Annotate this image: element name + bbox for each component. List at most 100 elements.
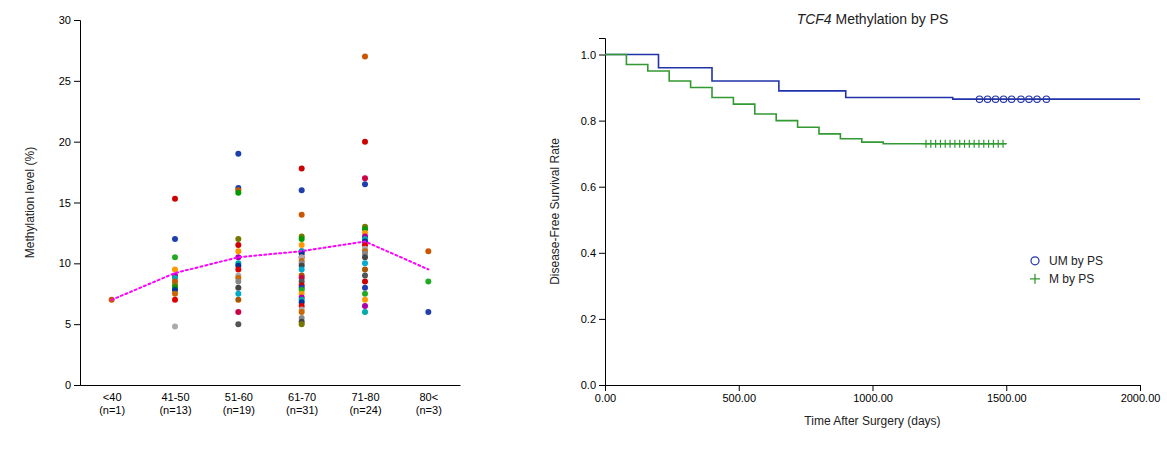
tick-label: 0.0 (581, 379, 596, 391)
tick: 1000.00 (853, 385, 893, 404)
point (299, 187, 305, 193)
y-axis: 0.0 0.2 0.4 0.6 0.8 1.0 (581, 39, 606, 392)
tick: 41-50(n=13) (159, 391, 191, 416)
point (235, 190, 241, 196)
legend: UM by PSM by PS (1030, 254, 1103, 286)
point (362, 54, 368, 60)
point (235, 236, 241, 242)
tick-mark (599, 385, 605, 386)
tick-label: 500.00 (722, 392, 756, 404)
point (299, 242, 305, 248)
point (1008, 96, 1014, 102)
point (235, 266, 241, 272)
tick: 1.0 (581, 49, 605, 61)
axis-domain (599, 39, 606, 386)
point (235, 248, 241, 254)
tick: 0 (65, 379, 80, 391)
tick: 5 (65, 318, 80, 330)
tick-label: 61-70(n=31) (286, 391, 318, 416)
point (362, 260, 368, 266)
tick-label: 5 (65, 318, 71, 330)
point (1034, 96, 1040, 102)
point (235, 279, 241, 285)
tick-label: 80<(n=3) (416, 391, 442, 416)
axis-domain (606, 386, 1141, 392)
tick-mark (1140, 385, 1141, 391)
tick: 10 (59, 257, 80, 269)
point (362, 175, 368, 181)
point (999, 140, 1007, 148)
point (425, 248, 431, 254)
point (1000, 96, 1006, 102)
point (299, 309, 305, 315)
axis-domain (74, 21, 81, 386)
y-axis: 051015202530 (59, 14, 81, 391)
point (1018, 96, 1024, 102)
x-axis: 0.00 500.00 1000.00 1500.00 2000.00 (595, 385, 1161, 404)
tick: 30 (59, 14, 80, 26)
tick: 0.4 (581, 247, 605, 259)
tick-mark (74, 142, 80, 143)
tick: 25 (59, 75, 80, 87)
tick-label: 0.2 (581, 313, 596, 325)
point (299, 266, 305, 272)
tick-mark (873, 385, 874, 391)
tick: 0.0 (581, 379, 605, 391)
point (299, 321, 305, 327)
point (362, 273, 368, 279)
point (362, 266, 368, 272)
series-line (112, 241, 429, 299)
tick-label: 1000.00 (853, 392, 893, 404)
tick: 0.2 (581, 313, 605, 325)
point (362, 309, 368, 315)
tick-label: 71-80(n=24) (349, 391, 381, 416)
tick-label: 0.8 (581, 115, 596, 127)
tick-mark (74, 385, 80, 386)
plot-area (605, 55, 1140, 148)
tick: 0.6 (581, 181, 605, 193)
tick-label: 1500.00 (987, 392, 1027, 404)
tick: 61-70(n=31) (286, 391, 318, 416)
tick-mark (739, 385, 740, 391)
point (362, 181, 368, 187)
point (172, 236, 178, 242)
tick-mark (599, 121, 605, 122)
tick-label: <40(n=1) (99, 391, 125, 416)
figure: 051015202530<40(n=1)41-50(n=13)51-60(n=1… (0, 0, 1167, 449)
point (362, 291, 368, 297)
tick: <40(n=1) (99, 391, 125, 416)
point (425, 309, 431, 315)
point (235, 297, 241, 303)
point (235, 309, 241, 315)
point (984, 96, 990, 102)
point (172, 196, 178, 202)
point (362, 297, 368, 303)
tick-label: 25 (59, 75, 71, 87)
tick-label: 0 (65, 379, 71, 391)
tick-mark (599, 253, 605, 254)
tick-mark (605, 385, 606, 391)
point (362, 279, 368, 285)
point (362, 285, 368, 291)
tick: 0.00 (595, 385, 616, 404)
tick: 15 (59, 197, 80, 209)
tick-label: 1.0 (581, 49, 596, 61)
tick-mark (74, 81, 80, 82)
tick-mark (74, 20, 80, 21)
tick-label: 2000.00 (1121, 392, 1161, 404)
tick-label: 10 (59, 257, 71, 269)
point (172, 324, 178, 330)
point (172, 254, 178, 260)
tick: 71-80(n=24) (349, 391, 381, 416)
chart-title: TCF4 Methylation by PS (797, 11, 949, 27)
tick-label: 0.6 (581, 181, 596, 193)
tick-label: 30 (59, 14, 71, 26)
point (1026, 96, 1032, 102)
point (172, 297, 178, 303)
tick-label: 0.4 (581, 247, 596, 259)
chart-panel: 0.0 0.2 0.4 0.6 0.8 1.0 0.00 500.00 1000.00 1500.… (548, 11, 1160, 428)
point (299, 236, 305, 242)
tick-mark (74, 263, 80, 264)
plot-area (109, 54, 432, 330)
tick: 2000.00 (1121, 385, 1161, 404)
